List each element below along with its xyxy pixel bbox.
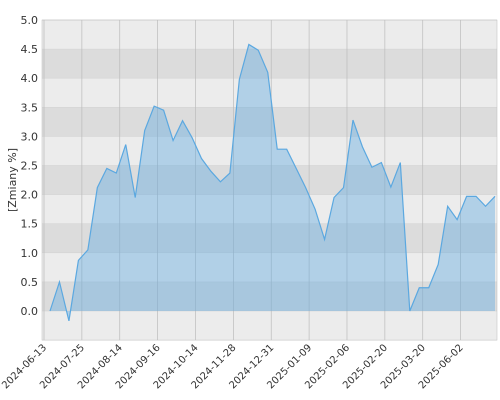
background-band	[42, 20, 497, 50]
background-band	[42, 252, 497, 282]
y-tick-label: 3.5	[21, 101, 39, 114]
y-tick-label: 5.0	[21, 14, 39, 27]
background-band	[42, 165, 497, 195]
background-band	[42, 107, 497, 137]
plot-background	[42, 20, 497, 341]
background-band	[42, 311, 497, 341]
y-tick-label: 1.0	[21, 247, 39, 260]
y-axis-label: [Zmiany %]	[6, 148, 19, 212]
background-band	[42, 136, 497, 166]
y-tick-label: 1.5	[21, 218, 39, 231]
background-band	[42, 223, 497, 253]
area-line	[49, 43, 496, 322]
y-tick-label: 4.0	[21, 72, 39, 85]
y-tick-label: 0.0	[21, 305, 39, 318]
plot-frame	[41, 19, 498, 341]
y-tick-label: 2.5	[21, 160, 39, 173]
y-tick-label: 3.0	[21, 130, 39, 143]
y-tick-label: 0.5	[21, 276, 39, 289]
area-fill	[50, 44, 495, 321]
y-tick-label: 4.5	[21, 43, 39, 56]
background-band	[42, 49, 497, 79]
background-band	[42, 194, 497, 224]
y-tick-label: 2.0	[21, 189, 39, 202]
background-band	[42, 281, 497, 311]
